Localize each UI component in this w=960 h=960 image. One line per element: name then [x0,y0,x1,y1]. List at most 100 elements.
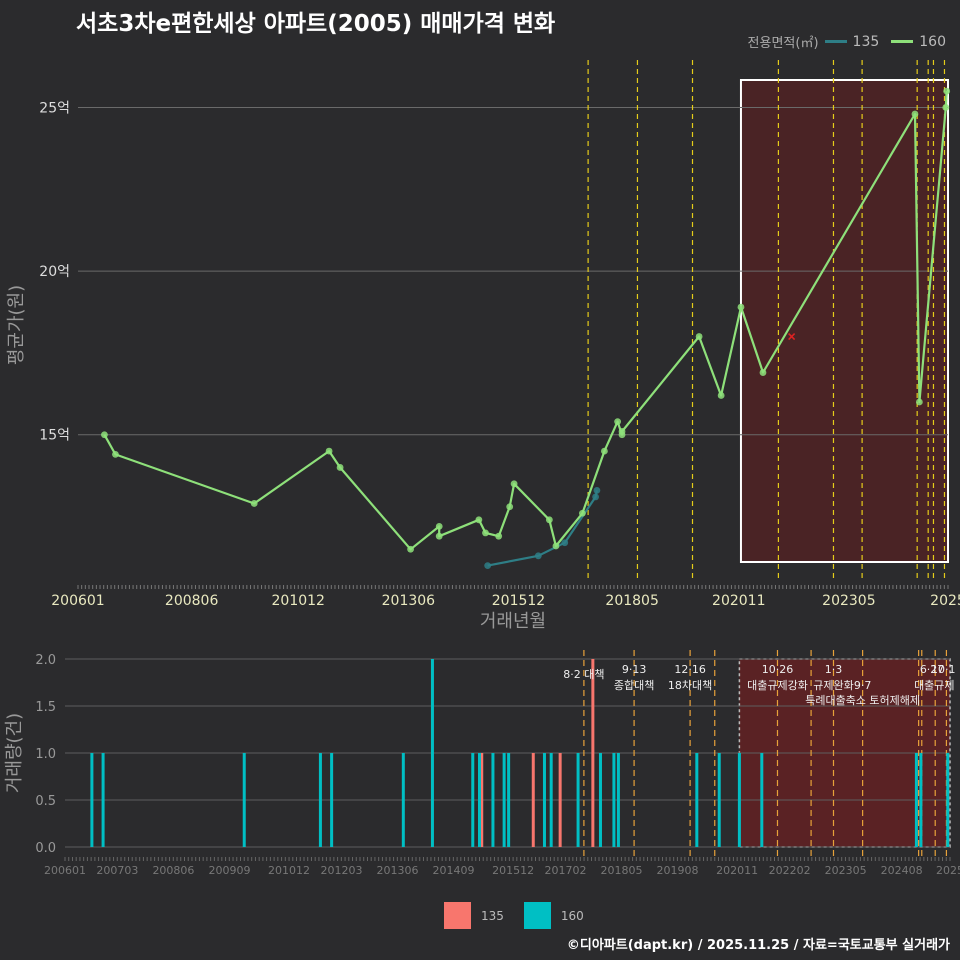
price-y-tick-label: 20억 [39,264,70,280]
price-point-135 [534,552,542,560]
price-point-160 [943,87,951,95]
price-point-160 [482,529,489,537]
price-x-tick-label: 201512 [492,593,545,609]
policy-annotation: 종합대책 [614,679,654,692]
price-point-160 [475,516,483,524]
volume-x-tick-label: 202408 [881,864,923,877]
price-point-135 [561,539,569,547]
price-x-axis-title: 거래년월 [480,611,546,632]
policy-annotation: 10·1 [931,663,956,676]
volume-bar-160 [612,753,616,847]
volume-x-tick-label: 2025 [936,864,960,877]
volume-bar-160 [717,753,721,847]
policy-annotation: 1·3 [825,663,843,676]
price-point-160 [552,542,560,550]
volume-y-tick-label: 0.5 [35,794,56,809]
volume-x-tick-label: 202305 [825,864,867,877]
volume-x-tick-label: 201306 [376,864,418,877]
policy-annotation: 규제완화 [813,679,853,692]
policy-annotation: 10·26 [762,663,794,676]
legend-box-160 [523,902,551,929]
price-point-135 [484,562,492,570]
volume-bar-160 [914,753,918,847]
price-point-160 [407,545,414,553]
volume-bar-160 [401,753,405,847]
price-point-160 [435,522,443,530]
volume-bar-160 [101,753,105,847]
policy-annotation: 특례대출축소 토허제해제 [805,693,920,707]
price-line-135 [487,490,598,567]
volume-x-tick-label: 202202 [769,864,811,877]
volume-bar-135 [531,753,535,847]
volume-y-tick-label: 2.0 [35,653,56,668]
price-point-160 [695,333,703,340]
volume-y-axis-title: 거래량(건) [4,713,25,793]
volume-x-tick-label: 200703 [96,864,138,877]
price-point-160 [601,447,608,455]
price-x-tick-label: 200601 [51,593,104,609]
legend-label-160: 160 [919,33,946,50]
price-x-tick-label: 201306 [382,593,436,609]
policy-annotation: 8·2 대책 [563,668,604,681]
price-point-160 [545,516,553,524]
volume-bar-160 [507,753,511,847]
volume-x-tick-label: 201702 [545,864,587,877]
price-y-axis-title: 평균가(원) [6,285,27,365]
volume-bar-160 [616,753,620,847]
volume-x-tick-label: 201512 [492,864,534,877]
volume-x-tick-label: 202011 [716,864,758,877]
price-x-tick-label: 202305 [822,593,875,609]
price-point-160 [942,104,950,111]
volume-bar-160 [90,753,94,847]
chart-title: 서초3차e편한세상 아파트(2005) 매매가격 변화 [76,11,556,37]
price-x-tick-label: 2025 [930,593,960,609]
volume-bar-160 [430,659,434,847]
price-point-160 [506,503,514,511]
price-marker-x [788,332,796,341]
volume-legend-label-135: 135 [481,908,504,923]
volume-y-tick-label: 1.5 [35,700,56,715]
volume-bar-135 [558,753,562,847]
legend-label-135: 135 [852,33,880,50]
price-point-160 [435,532,443,540]
price-point-160 [737,303,745,311]
volume-legend: 135 160 [444,902,604,929]
volume-bar-160 [695,753,699,847]
legend-swatch-160 [891,40,914,43]
volume-bar-160 [598,753,602,847]
policy-annotation: 대출규제강화 [747,679,808,692]
price-point-160 [495,532,503,540]
legend-swatch-135 [824,40,847,43]
price-point-160 [618,428,626,435]
price-point-160 [112,450,119,458]
volume-legend-label-160: 160 [560,908,584,923]
price-x-tick-label: 201012 [272,593,325,609]
price-x-tick-label: 202011 [712,593,765,609]
legend-box-135 [444,902,471,929]
volume-bar-160 [542,753,546,847]
policy-annotation: 9·13 [622,663,647,676]
volume-x-tick-label: 201012 [268,864,310,877]
volume-x-tick-label: 200909 [208,864,250,877]
policy-annotation: 9·7 [854,679,872,692]
volume-bar-160 [502,753,506,847]
price-point-160 [510,480,518,488]
price-x-tick-label: 201805 [605,593,658,609]
policy-annotation: 6·27 [920,663,945,676]
price-point-160 [336,464,344,471]
price-point-160 [250,500,258,507]
price-point-160 [325,447,333,455]
volume-bar-160 [946,753,950,847]
volume-bar-135 [480,753,484,847]
volume-bar-135 [591,659,595,847]
legend-title: 전용면적(㎡) [747,36,819,51]
volume-bar-160 [760,753,764,847]
volume-x-tick-label: 201203 [320,864,362,877]
price-highlight-box [739,79,950,563]
price-y-tick-label: 25억 [39,100,70,116]
price-point-160 [911,110,919,118]
policy-annotation: 12·16 [674,663,706,676]
volume-bar-160 [471,753,475,847]
price-point-160 [759,369,767,376]
